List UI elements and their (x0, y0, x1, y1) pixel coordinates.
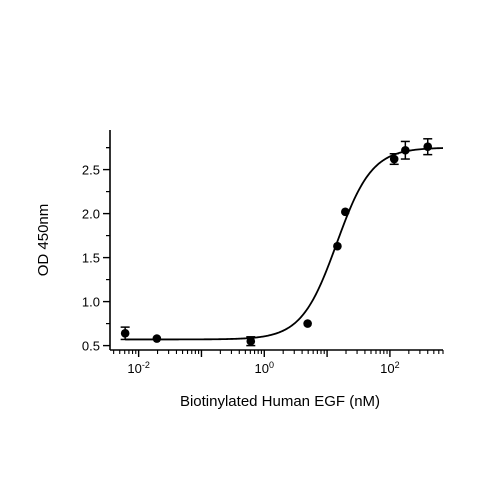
y-tick-label: 0.5 (82, 339, 100, 354)
y-tick-label: 1.0 (82, 295, 100, 310)
data-point (120, 328, 130, 338)
fit-curve-layer (125, 147, 444, 341)
y-tick-label: 1.5 (82, 251, 100, 266)
y-axis: 0.5 1.0 1.5 2.0 2.5 (82, 130, 111, 354)
data-point (246, 336, 256, 346)
data-point (401, 145, 410, 155)
y-tick-label: 2.0 (82, 207, 100, 222)
data-point (341, 207, 350, 217)
data-point (423, 142, 433, 152)
data-point (152, 334, 162, 343)
y-axis-title: OD 450nm (35, 204, 52, 277)
x-tick-label: 102 (380, 360, 399, 376)
x-tick-label: 10-2 (127, 360, 149, 376)
data-points-layer (120, 138, 433, 347)
data-point (303, 319, 312, 328)
y-tick-label: 2.5 (82, 163, 100, 178)
x-tick-label: 100 (255, 360, 274, 376)
x-axis-title: Biotinylated Human EGF (nM) (180, 393, 380, 410)
data-point (389, 154, 399, 164)
fit-curve (125, 147, 444, 341)
data-point (333, 241, 342, 251)
x-axis: 10-2 100 102 (110, 349, 444, 376)
